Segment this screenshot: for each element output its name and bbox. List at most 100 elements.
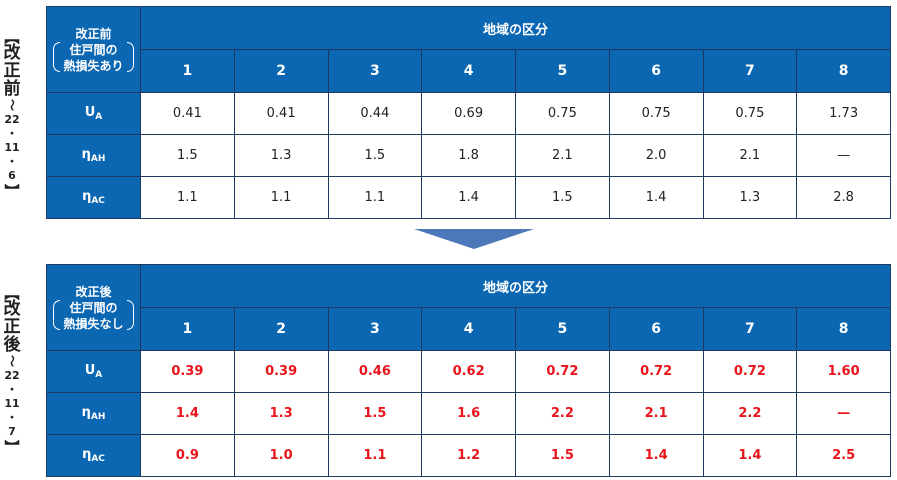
table-cell: 1.5: [515, 176, 610, 219]
right-paren-shape: [126, 299, 134, 330]
table-cell: 0.39: [233, 350, 329, 393]
row-label: ηAH: [46, 134, 141, 177]
table-row-ua: UA 0.41 0.41 0.44 0.69 0.75 0.75 0.75 1.…: [46, 92, 891, 135]
side-bracket-open: 【: [2, 29, 21, 45]
region-title-header: 地域の区分: [140, 264, 891, 308]
side-char: 正: [3, 61, 21, 81]
region-header-cell: 3: [327, 49, 423, 93]
region-header-cell: 8: [796, 307, 891, 351]
region-header-cell: 6: [608, 49, 704, 93]
table-cell: 1.5: [140, 134, 235, 177]
region-header-cell: 4: [421, 49, 516, 93]
table-cell: 1.1: [327, 176, 423, 219]
table-cell: 1.8: [421, 134, 516, 177]
table-cell: 2.0: [608, 134, 704, 177]
table-cell: 1.0: [233, 434, 329, 477]
corner-line1: 改正前: [75, 26, 112, 41]
table-cell: 1.5: [327, 134, 423, 177]
side-date: 11: [4, 141, 20, 154]
table-cell: 2.1: [608, 392, 704, 435]
region-header-cell: 2: [233, 307, 329, 351]
table-cell: 0.72: [515, 350, 610, 393]
table-cell: 0.41: [233, 92, 329, 135]
side-date: 11: [4, 397, 20, 410]
region-header-cell: 6: [608, 307, 704, 351]
table-cell: 1.5: [515, 434, 610, 477]
right-paren-shape: [126, 41, 134, 72]
region-header-cell: 2: [233, 49, 329, 93]
table-cell: 1.3: [702, 176, 798, 219]
table-cell: —: [796, 392, 891, 435]
table-cell: 1.5: [327, 392, 423, 435]
table-row-ua: UA 0.39 0.39 0.46 0.62 0.72 0.72 0.72 1.…: [46, 350, 891, 393]
table-cell: 1.4: [608, 176, 704, 219]
region-header-cell: 3: [327, 307, 423, 351]
table-cell: 0.75: [702, 92, 798, 135]
before-side-label: 【 改 正 前 〜 22 ・ 11 ・ 6 】: [0, 29, 24, 199]
side-bracket-close: 】: [2, 439, 21, 455]
before-corner-cell: 改正前 住戸間の 熱損失あり: [46, 6, 141, 93]
table-cell: 0.72: [608, 350, 704, 393]
table-cell: —: [796, 134, 891, 177]
table-cell: 1.4: [140, 392, 235, 435]
table-cell: 2.2: [515, 392, 610, 435]
table-cell: 1.60: [796, 350, 891, 393]
row-label: UA: [46, 350, 141, 393]
region-header-cell: 5: [515, 307, 610, 351]
table-cell: 1.3: [233, 134, 329, 177]
side-tilde: 〜: [4, 354, 19, 368]
table-cell: 1.1: [233, 176, 329, 219]
table-row-eta-ah: ηAH 1.4 1.3 1.5 1.6 2.2 2.1 2.2 —: [46, 392, 891, 435]
side-bracket-open: 【: [2, 285, 21, 301]
corner-line1: 改正後: [75, 284, 112, 299]
corner-line2: 住戸間の: [69, 42, 118, 57]
left-paren-shape: [53, 41, 61, 72]
side-char: 正: [3, 317, 21, 337]
table-cell: 2.8: [796, 176, 891, 219]
down-arrow-icon: [414, 229, 534, 249]
side-tilde: 〜: [4, 98, 19, 112]
after-corner-cell: 改正後 住戸間の 熱損失なし: [46, 264, 141, 351]
row-label: ηAC: [46, 434, 141, 477]
region-header-cell: 4: [421, 307, 516, 351]
side-char: 改: [3, 43, 21, 63]
corner-line2: 住戸間の: [69, 300, 118, 315]
table-cell: 0.44: [327, 92, 423, 135]
table-cell: 2.1: [515, 134, 610, 177]
row-label: ηAH: [46, 392, 141, 435]
table-cell: 0.46: [327, 350, 423, 393]
corner-line3: 熱損失なし: [63, 316, 124, 331]
table-cell: 2.5: [796, 434, 891, 477]
side-date: 6: [8, 169, 16, 182]
table-cell: 1.1: [140, 176, 235, 219]
region-header-cell: 5: [515, 49, 610, 93]
row-label: UA: [46, 92, 141, 135]
table-cell: 1.2: [421, 434, 516, 477]
table-cell: 1.4: [702, 434, 798, 477]
side-date: 22: [4, 369, 20, 382]
table-row-eta-ah: ηAH 1.5 1.3 1.5 1.8 2.1 2.0 2.1 —: [46, 134, 891, 177]
region-header-cell: 7: [702, 49, 798, 93]
side-date-sep: ・: [6, 383, 18, 396]
side-char: 改: [3, 299, 21, 319]
side-date: 22: [4, 113, 20, 126]
after-table: 改正後 住戸間の 熱損失なし 地域の区分 1 2 3 4 5 6 7 8 UA …: [46, 264, 891, 477]
region-header-cell: 1: [140, 307, 235, 351]
table-cell: 1.4: [421, 176, 516, 219]
table-cell: 2.2: [702, 392, 798, 435]
side-bracket-close: 】: [2, 183, 21, 199]
table-cell: 0.41: [140, 92, 235, 135]
region-header-row: 1 2 3 4 5 6 7 8: [47, 49, 891, 93]
side-date-sep: ・: [6, 411, 18, 424]
table-row-eta-ac: ηAC 1.1 1.1 1.1 1.4 1.5 1.4 1.3 2.8: [46, 176, 891, 219]
before-table: 改正前 住戸間の 熱損失あり 地域の区分 1 2 3 4 5 6 7 8 UA …: [46, 6, 891, 219]
table-cell: 1.1: [327, 434, 423, 477]
table-cell: 0.39: [140, 350, 235, 393]
table-cell: 0.62: [421, 350, 516, 393]
region-header-cell: 1: [140, 49, 235, 93]
table-cell: 0.75: [608, 92, 704, 135]
side-date-sep: ・: [6, 155, 18, 168]
region-header-cell: 8: [796, 49, 891, 93]
corner-line3: 熱損失あり: [63, 58, 124, 73]
table-row-eta-ac: ηAC 0.9 1.0 1.1 1.2 1.5 1.4 1.4 2.5: [46, 434, 891, 477]
